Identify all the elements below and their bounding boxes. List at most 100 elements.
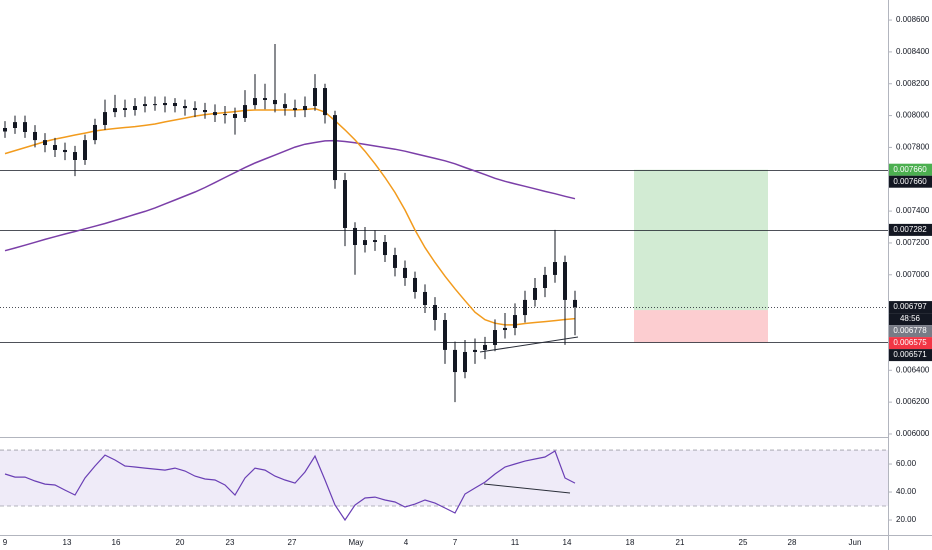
candle-body <box>313 88 317 107</box>
rsi-line <box>4 450 576 522</box>
candle-body <box>143 104 147 107</box>
x-tick-label: 4 <box>404 538 409 547</box>
price-tag <box>889 337 932 350</box>
candle-body <box>453 349 457 373</box>
candle-body <box>33 131 37 141</box>
candle-body <box>423 291 427 306</box>
candle-body <box>73 152 77 160</box>
candle-body <box>203 110 207 113</box>
x-tick-label: 16 <box>112 538 121 547</box>
y-tick-label: 0.006000 <box>896 429 930 438</box>
y-tick-label: 0.006200 <box>896 397 930 406</box>
candle-body <box>63 149 67 153</box>
candle-body <box>493 330 497 345</box>
candle-body <box>543 274 547 288</box>
rsi-band <box>0 450 888 507</box>
y-tick-label: 0.006400 <box>896 365 930 374</box>
y-tick-label: 0.008200 <box>896 79 930 88</box>
price-tag <box>889 313 932 326</box>
candle-body <box>533 287 537 300</box>
candle-body <box>153 104 157 106</box>
price-tag <box>889 163 932 176</box>
candle-body <box>273 99 277 105</box>
x-tick-label: 7 <box>453 538 458 547</box>
candle-body <box>113 108 117 113</box>
x-tick-label: 21 <box>676 538 685 547</box>
candle-body <box>23 122 27 132</box>
target-zone <box>634 169 768 311</box>
price-tag-label: 0.006571 <box>893 350 927 359</box>
price-tag-label: 0.007282 <box>893 225 927 234</box>
candle-body <box>373 240 377 242</box>
y-tick-label: 0.007000 <box>896 270 930 279</box>
candle-body <box>173 103 177 107</box>
candle-body <box>83 140 87 160</box>
divergence-line <box>483 483 571 494</box>
candle-body <box>323 88 327 116</box>
candle-body <box>53 145 57 150</box>
candle-body <box>553 262 557 275</box>
rsi-pane <box>0 449 888 522</box>
y-tick-label: 0.007800 <box>896 143 930 152</box>
moving-average <box>4 107 576 326</box>
price-tag-label: 0.006797 <box>893 302 927 311</box>
price-tag-label: 0.007660 <box>893 165 927 174</box>
x-tick-label: 23 <box>226 538 235 547</box>
candle-body <box>503 327 507 331</box>
x-tick-label: 28 <box>788 538 797 547</box>
candle-body <box>293 108 297 111</box>
x-tick-label: 11 <box>511 538 520 547</box>
candle-body <box>393 255 397 268</box>
x-tick-label: 20 <box>176 538 185 547</box>
candle-body <box>413 277 417 292</box>
price-tag <box>889 175 932 188</box>
trend-line <box>479 336 579 353</box>
candle-body <box>213 112 217 116</box>
candle-body <box>123 108 127 111</box>
y-tick-label: 0.007200 <box>896 238 930 247</box>
candle-body <box>523 299 527 316</box>
candle-body <box>183 106 187 109</box>
price-tag-label: 48:56 <box>900 314 921 323</box>
x-tick-label: 25 <box>739 538 748 547</box>
price-tag-label: 0.006778 <box>893 326 927 335</box>
candle-body <box>103 112 107 125</box>
x-tick-label: 18 <box>626 538 635 547</box>
y-tick-label: 20.00 <box>896 515 917 524</box>
candle-body <box>303 106 307 111</box>
candle-body <box>513 315 517 328</box>
candle-body <box>363 240 367 246</box>
candle-body <box>163 103 167 106</box>
price-tag-label: 0.007660 <box>893 177 927 186</box>
moving-average <box>4 139 576 252</box>
candle-body <box>473 349 477 352</box>
price-tag-label: 0.006575 <box>893 338 927 347</box>
candle-body <box>403 267 407 278</box>
price-pane <box>0 43 888 403</box>
candle-body <box>563 262 567 300</box>
x-tick-label: Jun <box>849 538 862 547</box>
candle-body <box>433 305 437 320</box>
candle-body <box>243 105 247 118</box>
y-tick-label: 0.008400 <box>896 47 930 56</box>
stop-zone <box>634 310 768 343</box>
candle-body <box>483 344 487 350</box>
price-tag <box>889 301 932 314</box>
candle-body <box>573 299 577 308</box>
candle-body <box>353 227 357 246</box>
candle-body <box>233 113 237 118</box>
candle-body <box>223 113 227 116</box>
price-tag <box>889 325 932 338</box>
candle-body <box>343 180 347 228</box>
candle-body <box>43 140 47 146</box>
x-tick-label: 13 <box>63 538 72 547</box>
x-tick-label: 27 <box>288 538 297 547</box>
candle-body <box>133 106 137 111</box>
price-tag <box>889 349 932 362</box>
candle-body <box>13 122 17 128</box>
y-tick-label: 0.008000 <box>896 111 930 120</box>
candle-body <box>3 127 7 132</box>
